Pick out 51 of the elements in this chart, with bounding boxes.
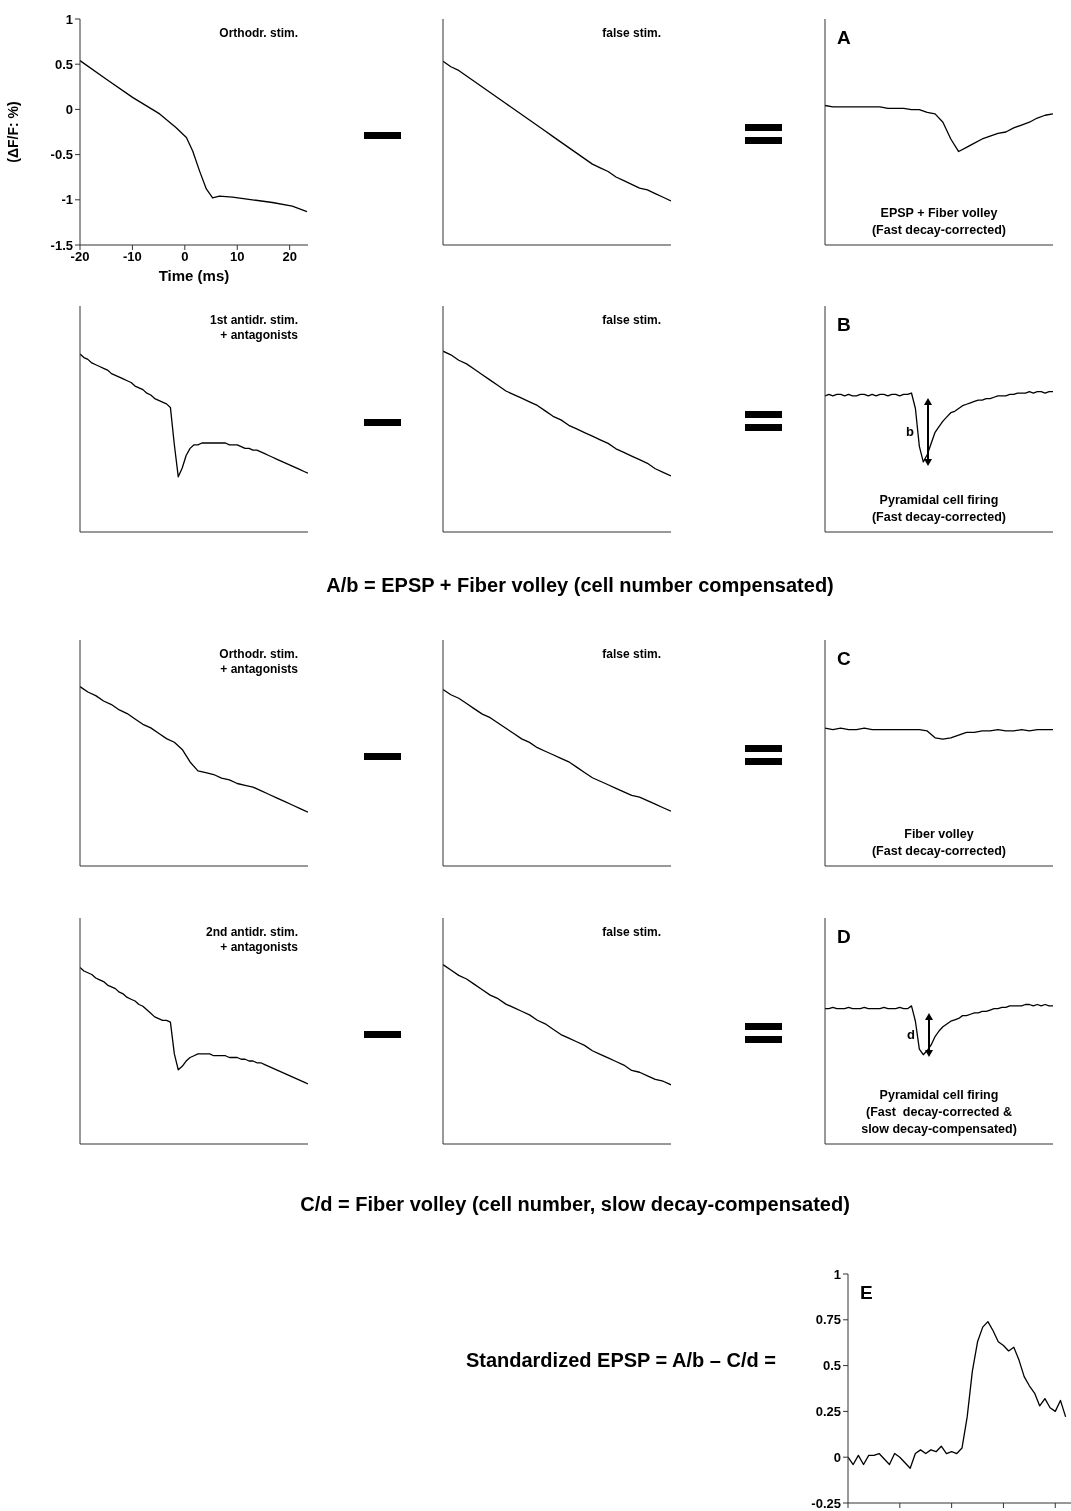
annotation: (Fast decay-corrected) [870, 843, 1008, 860]
chart-title: A [837, 27, 851, 49]
annotation: Fiber volley [903, 826, 975, 843]
annotation: Orthodr. stim. [219, 26, 298, 41]
text: false stim. [602, 313, 661, 328]
y-tick-label: 0.75 [815, 1312, 841, 1328]
text: false stim. [602, 647, 661, 662]
y-axis-title: (ΔF/F: %) [5, 100, 22, 165]
annotation: (Fast decay-corrected) [870, 509, 1008, 526]
text: + antagonists [219, 662, 298, 677]
annotation: d [907, 1027, 915, 1042]
y-tick-label: 1 [65, 11, 73, 27]
y-tick-label: -0.25 [811, 1495, 841, 1511]
y-tick-label: -1 [61, 192, 73, 208]
annotation: Pyramidal cell firing [878, 1087, 1000, 1104]
y-tick-label: -0.5 [50, 147, 73, 163]
x-tick-label: -20 [70, 249, 90, 265]
text: false stim. [602, 26, 661, 41]
x-tick-label: 0 [181, 249, 189, 265]
text: 1st antidr. stim. [209, 313, 298, 328]
y-tick-label: 0.25 [815, 1404, 841, 1420]
text: Orthodr. stim. [219, 647, 298, 662]
chart-title: B [837, 314, 851, 336]
x-tick-label: -10 [123, 249, 142, 265]
chart-title: E [860, 1282, 873, 1304]
y-tick-label: 0.5 [54, 56, 73, 72]
annotation: (Fast decay-corrected & [865, 1104, 1013, 1121]
annotation: slow decay-compensated) [860, 1121, 1018, 1138]
annotation: b [906, 424, 914, 439]
line-series [80, 59, 308, 213]
x-tick-label: 10 [230, 249, 245, 265]
text: C/d = Fiber volley (cell number, slow decay-compensated) [300, 1193, 850, 1216]
text: + antagonists [219, 940, 298, 955]
text: false stim. [602, 925, 661, 940]
y-tick-label: -1.5 [50, 237, 73, 253]
y-tick-label: 0.5 [822, 1358, 841, 1374]
text: + antagonists [219, 328, 298, 343]
chart-title: D [837, 926, 851, 948]
annotation: EPSP + Fiber volley [879, 205, 999, 222]
text: Standardized EPSP = A/b – C/d = [465, 1349, 776, 1372]
chart-title: C [837, 648, 851, 670]
y-tick-label: 1 [833, 1266, 841, 1282]
y-tick-label: 0 [833, 1449, 841, 1465]
text: 2nd antidr. stim. [205, 925, 298, 940]
text: A/b = EPSP + Fiber volley (cell number compensated) [326, 574, 834, 597]
x-axis-title: Time (ms) [157, 267, 231, 284]
annotation: (Fast decay-corrected) [870, 222, 1008, 239]
x-tick-label: 20 [282, 249, 297, 265]
line-series [848, 1320, 1067, 1469]
annotation: Pyramidal cell firing [878, 492, 1000, 509]
y-tick-label: 0 [65, 102, 73, 118]
